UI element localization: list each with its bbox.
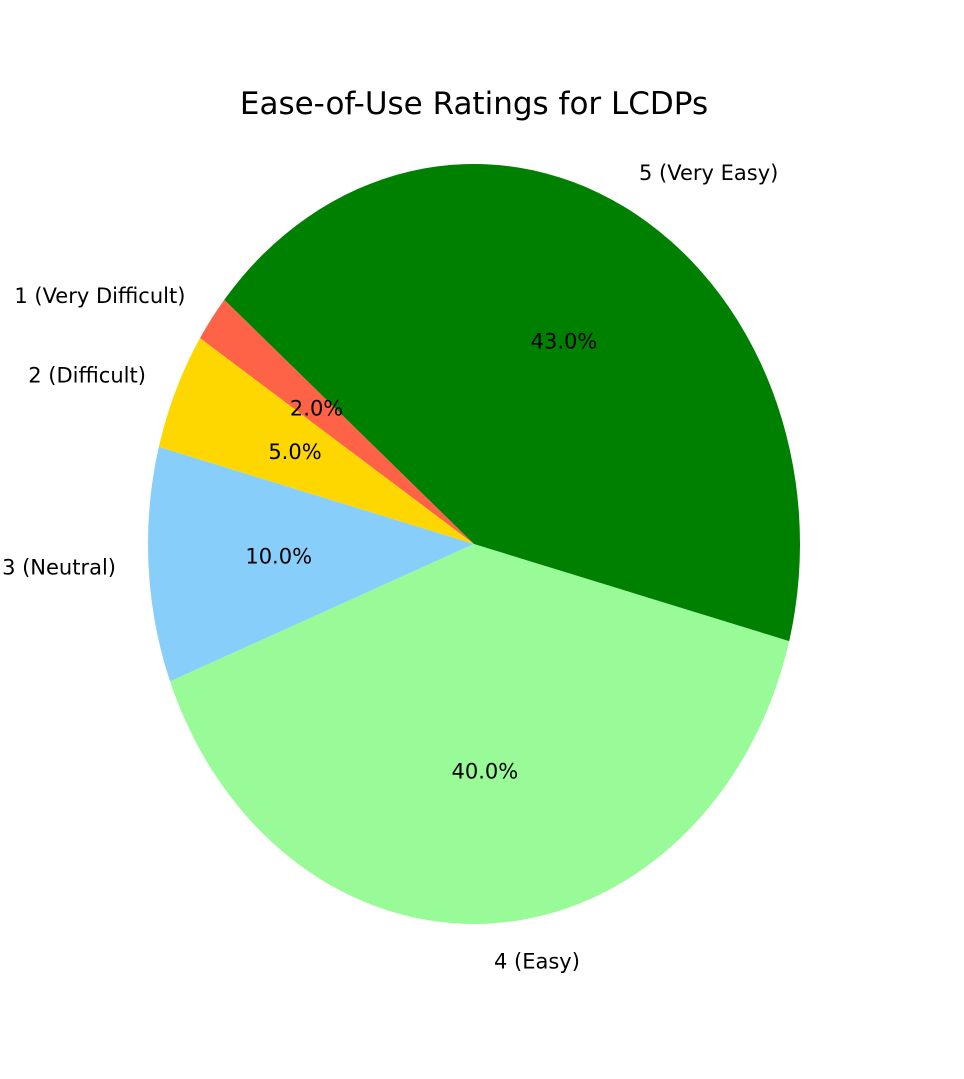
category-label-1-very-difficult: 1 (Very Difficult): [14, 284, 185, 308]
pct-label-2-difficult: 5.0%: [268, 440, 321, 464]
pie-slice-3-neutral: [148, 446, 474, 682]
pie-slice-4-easy: [170, 544, 790, 924]
pie-labels: 2.0% 1 (Very Difficult) 5.0% 2 (Difficult) 1…: [2, 161, 778, 973]
pct-label-3-neutral: 10.0%: [245, 545, 312, 569]
category-label-3-neutral: 3 (Neutral): [2, 555, 116, 579]
pie-slice-2-difficult: [158, 338, 474, 544]
category-label-5-very-easy: 5 (Very Easy): [639, 161, 778, 185]
pct-label-5-very-easy: 43.0%: [531, 330, 598, 354]
category-label-4-easy: 4 (Easy): [494, 949, 580, 973]
pct-label-4-easy: 40.0%: [452, 760, 519, 784]
pct-label-1-very-difficult: 2.0%: [290, 397, 343, 421]
pie-slices: [148, 164, 800, 924]
pie-slice-5-very-easy: [224, 164, 800, 642]
chart-title: Ease-of-Use Ratings for LCDPs: [240, 86, 708, 122]
category-label-2-difficult: 2 (Difficult): [28, 363, 146, 387]
pie-slice-1-very-difficult: [199, 299, 475, 544]
